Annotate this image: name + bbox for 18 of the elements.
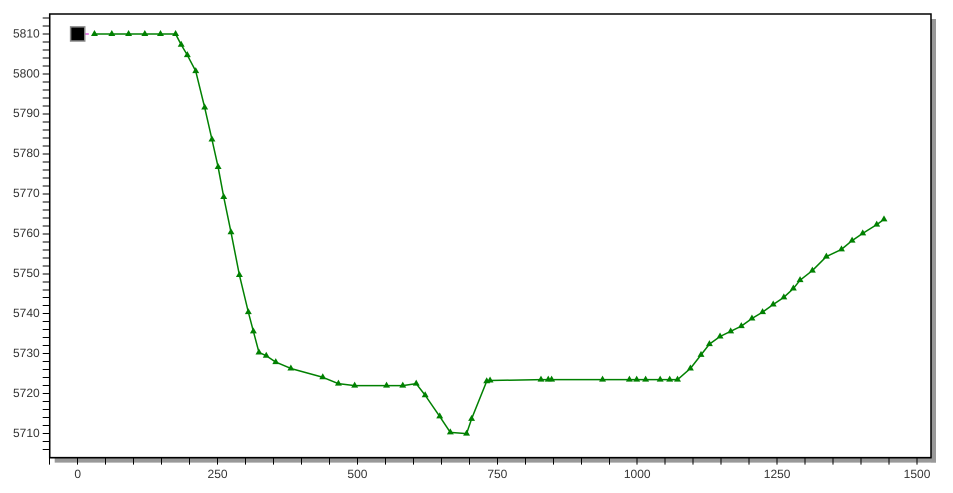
x-tick-label: 1250 (764, 467, 791, 482)
x-tick-label: 1000 (624, 467, 651, 482)
x-tick-label: 250 (208, 467, 228, 482)
y-tick-label: 5800 (12, 66, 40, 80)
y-tick-label: 5790 (12, 106, 40, 120)
x-tick-label: 500 (347, 467, 368, 482)
y-tick-label: 5760 (12, 226, 40, 240)
x-tick-label: 1500 (904, 467, 931, 482)
y-tick-label: 5770 (12, 186, 40, 200)
x-tick-label: 750 (487, 467, 508, 482)
y-tick-label: 5750 (12, 266, 40, 280)
y-tick-label: 5710 (12, 426, 40, 440)
y-tick-label: 5730 (12, 346, 40, 360)
x-tick-label: 0 (74, 467, 82, 482)
y-tick-label: 5720 (12, 386, 40, 400)
y-tick-label: 5780 (12, 146, 40, 160)
y-tick-label: 5810 (12, 26, 40, 40)
y-tick-label: 5740 (12, 306, 40, 320)
